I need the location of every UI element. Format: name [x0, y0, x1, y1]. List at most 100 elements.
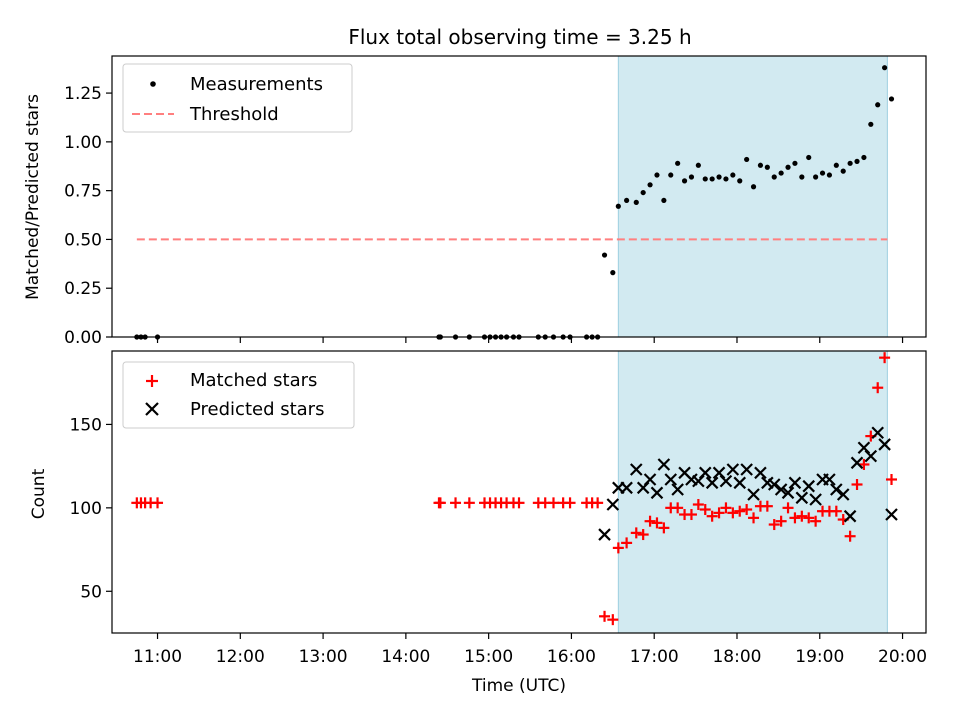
predicted-star-point: [606, 498, 620, 511]
bottom-legend: Matched stars Predicted stars: [122, 361, 355, 429]
legend-marker-predicted: [145, 402, 159, 416]
measurement-point: [633, 199, 639, 205]
matched-star-point: [685, 509, 697, 521]
measurement-point: [764, 164, 770, 170]
matched-star-point: [761, 500, 773, 512]
measurement-point: [640, 189, 646, 196]
measurement-point: [792, 160, 798, 166]
y-tick-label: 50: [80, 582, 102, 602]
legend-label-threshold: Threshold: [189, 104, 279, 125]
measurement-point: [826, 172, 833, 178]
measurement-point: [757, 162, 764, 168]
measurement-point: [723, 176, 729, 182]
matched-star-point: [644, 515, 656, 527]
measurement-point: [668, 172, 674, 178]
matched-star-point: [803, 512, 815, 524]
measurement-point: [888, 96, 895, 102]
matched-star-point: [844, 530, 856, 542]
predicted-star-point: [671, 483, 684, 496]
top-plot-frame: [111, 55, 927, 338]
measurement-point: [882, 65, 888, 71]
top-legend-box: [122, 63, 353, 133]
matched-star-point: [741, 504, 753, 516]
predicted-star-point: [620, 481, 633, 495]
measurement-point: [868, 121, 874, 127]
measurement-point: [675, 160, 681, 166]
predicted-star-point: [864, 449, 878, 463]
matched-star-point: [651, 517, 663, 529]
measurement-point: [744, 156, 750, 163]
measurement-point: [688, 174, 695, 180]
measurement-point: [813, 174, 819, 180]
matched-star-point: [564, 497, 576, 509]
measurement-point: [819, 170, 826, 176]
legend-label-measurements: Measurements: [190, 74, 323, 95]
x-tick-label: 17:00: [630, 647, 679, 667]
measurement-point: [610, 270, 616, 276]
matched-star-point: [796, 510, 808, 522]
measurement-point: [847, 160, 853, 166]
measurement-point: [661, 197, 667, 204]
measurement-point: [681, 178, 688, 184]
matched-star-point: [706, 510, 718, 522]
predicted-star-point: [878, 438, 891, 451]
x-tick-label: 11:00: [133, 647, 182, 667]
top-x-ticks: [156, 337, 904, 343]
measurement-point: [806, 154, 812, 161]
predicted-star-point: [664, 473, 678, 486]
predicted-star-point: [747, 488, 760, 501]
matched-star-point: [789, 512, 801, 524]
predicted-star-point: [650, 486, 664, 500]
y-tick-label: 0.00: [64, 328, 102, 348]
matched-star-point: [637, 529, 649, 541]
y-tick-label: 100: [70, 499, 102, 519]
predicted-star-point: [871, 426, 884, 440]
predicted-star-point: [802, 479, 816, 493]
matched-star-point: [713, 507, 725, 519]
matched-star-markers: [131, 352, 898, 626]
measurement-point: [624, 197, 630, 204]
predicted-star-point: [809, 493, 822, 506]
matched-star-point: [727, 507, 739, 519]
matched-star-point: [699, 504, 711, 516]
predicted-star-point: [830, 483, 843, 496]
measurement-point: [615, 203, 621, 209]
measurement-point: [750, 184, 757, 190]
matched-star-point: [513, 497, 525, 509]
top-y-axis-label: Matched/Predicted stars: [23, 94, 43, 300]
matched-star-point: [612, 542, 624, 554]
matched-star-point: [630, 527, 642, 539]
measurement-point: [799, 174, 805, 180]
predicted-star-point: [719, 474, 733, 488]
measurement-point: [702, 176, 708, 182]
x-tick-label: 15:00: [464, 647, 513, 667]
y-tick-label: 0.75: [64, 182, 102, 202]
matched-star-point: [886, 473, 898, 485]
predicted-star-point: [885, 508, 898, 521]
bottom-plot-frame: [111, 350, 927, 634]
predicted-star-point: [788, 476, 802, 490]
matched-star-point: [872, 382, 884, 394]
measurement-point: [771, 174, 777, 180]
matched-star-point: [830, 505, 842, 517]
predicted-star-point: [629, 463, 643, 476]
x-tick-label: 20:00: [878, 647, 927, 667]
predicted-star-point: [733, 476, 747, 490]
measurement-point: [854, 158, 860, 164]
top-shaded-interval: [617, 55, 888, 338]
y-tick-label: 0.50: [64, 230, 102, 250]
predicted-star-point: [705, 476, 719, 490]
measurement-point: [833, 162, 839, 168]
matched-star-point: [152, 497, 164, 509]
predicted-star-point: [823, 473, 836, 486]
measurement-point: [716, 174, 722, 180]
measurement-point: [647, 182, 653, 188]
predicted-star-point: [795, 491, 809, 505]
predicted-star-point: [754, 466, 767, 480]
predicted-star-point: [726, 463, 740, 476]
y-tick-label: 1.25: [64, 84, 102, 104]
matched-star-point: [672, 502, 684, 514]
matched-star-point: [434, 497, 446, 509]
matched-star-point: [858, 458, 870, 470]
